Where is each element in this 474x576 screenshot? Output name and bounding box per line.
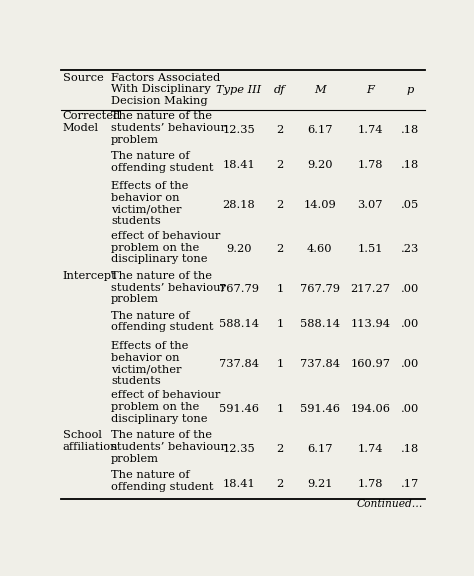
Text: 9.21: 9.21 [307, 479, 332, 488]
Text: 767.79: 767.79 [219, 284, 259, 294]
Text: M: M [314, 85, 326, 95]
Text: Factors Associated
With Disciplinary
Decision Making: Factors Associated With Disciplinary Dec… [111, 73, 220, 106]
Text: df: df [274, 85, 286, 95]
Text: .00: .00 [401, 404, 419, 414]
Text: 6.17: 6.17 [307, 125, 332, 135]
Text: Effects of the
behavior on
victim/other
students: Effects of the behavior on victim/other … [111, 181, 189, 226]
Text: The nature of
offending student: The nature of offending student [111, 470, 214, 492]
Text: 1.74: 1.74 [357, 444, 383, 454]
Text: 767.79: 767.79 [300, 284, 340, 294]
Text: The nature of
offending student: The nature of offending student [111, 311, 214, 332]
Text: .17: .17 [401, 479, 419, 488]
Text: p: p [407, 85, 414, 95]
Text: 2: 2 [276, 125, 283, 135]
Text: 1.78: 1.78 [357, 160, 383, 170]
Text: 9.20: 9.20 [226, 244, 252, 255]
Text: Continued…: Continued… [356, 499, 423, 509]
Text: 4.60: 4.60 [307, 244, 332, 255]
Text: effect of behaviour
problem on the
disciplinary tone: effect of behaviour problem on the disci… [111, 231, 220, 264]
Text: The nature of the
students’ behaviour
problem: The nature of the students’ behaviour pr… [111, 430, 226, 464]
Text: 1: 1 [276, 359, 283, 369]
Text: 9.20: 9.20 [307, 160, 332, 170]
Text: 113.94: 113.94 [350, 319, 390, 329]
Text: 588.14: 588.14 [300, 319, 340, 329]
Text: 2: 2 [276, 479, 283, 488]
Text: Corrected
Model: Corrected Model [63, 112, 121, 133]
Text: Effects of the
behavior on
victim/other
students: Effects of the behavior on victim/other … [111, 341, 189, 386]
Text: 28.18: 28.18 [223, 200, 255, 210]
Text: 18.41: 18.41 [223, 160, 255, 170]
Text: .18: .18 [401, 444, 419, 454]
Text: effect of behaviour
problem on the
disciplinary tone: effect of behaviour problem on the disci… [111, 391, 220, 424]
Text: 588.14: 588.14 [219, 319, 259, 329]
Text: 737.84: 737.84 [300, 359, 340, 369]
Text: 2: 2 [276, 244, 283, 255]
Text: .00: .00 [401, 319, 419, 329]
Text: 1: 1 [276, 284, 283, 294]
Text: Type III: Type III [217, 85, 262, 95]
Text: .18: .18 [401, 160, 419, 170]
Text: The nature of
offending student: The nature of offending student [111, 151, 214, 173]
Text: 14.09: 14.09 [303, 200, 336, 210]
Text: 1.74: 1.74 [357, 125, 383, 135]
Text: The nature of the
students’ behaviour
problem: The nature of the students’ behaviour pr… [111, 112, 226, 145]
Text: .05: .05 [401, 200, 419, 210]
Text: 737.84: 737.84 [219, 359, 259, 369]
Text: 3.07: 3.07 [357, 200, 383, 210]
Text: .23: .23 [401, 244, 419, 255]
Text: 18.41: 18.41 [223, 479, 255, 488]
Text: 591.46: 591.46 [219, 404, 259, 414]
Text: 1.51: 1.51 [357, 244, 383, 255]
Text: Intercept: Intercept [63, 271, 116, 281]
Text: 2: 2 [276, 160, 283, 170]
Text: 1: 1 [276, 319, 283, 329]
Text: 12.35: 12.35 [223, 444, 255, 454]
Text: .00: .00 [401, 359, 419, 369]
Text: 12.35: 12.35 [223, 125, 255, 135]
Text: .00: .00 [401, 284, 419, 294]
Text: The nature of the
students’ behaviour
problem: The nature of the students’ behaviour pr… [111, 271, 226, 304]
Text: 2: 2 [276, 444, 283, 454]
Text: Source: Source [63, 73, 103, 83]
Text: 1: 1 [276, 404, 283, 414]
Text: 2: 2 [276, 200, 283, 210]
Text: 591.46: 591.46 [300, 404, 340, 414]
Text: School
affiliation: School affiliation [63, 430, 118, 452]
Text: 1.78: 1.78 [357, 479, 383, 488]
Text: 194.06: 194.06 [350, 404, 390, 414]
Text: .18: .18 [401, 125, 419, 135]
Text: 160.97: 160.97 [350, 359, 390, 369]
Text: 217.27: 217.27 [350, 284, 390, 294]
Text: F: F [366, 85, 374, 95]
Text: 6.17: 6.17 [307, 444, 332, 454]
